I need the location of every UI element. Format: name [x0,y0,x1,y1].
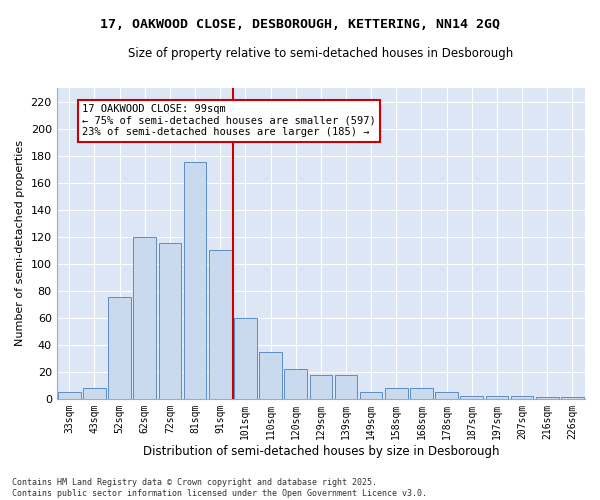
Bar [284,369,307,399]
Y-axis label: Number of semi-detached properties: Number of semi-detached properties [15,140,25,346]
X-axis label: Distribution of semi-detached houses by size in Desborough: Distribution of semi-detached houses by … [143,444,499,458]
Title: Size of property relative to semi-detached houses in Desborough: Size of property relative to semi-detach… [128,48,514,60]
Bar [360,392,382,399]
Bar [536,398,559,399]
Bar [561,398,584,399]
Bar [158,244,181,399]
Bar [511,396,533,399]
Bar [234,318,257,399]
Bar [410,388,433,399]
Bar [310,374,332,399]
Bar [385,388,407,399]
Bar [335,374,358,399]
Bar [184,162,206,399]
Text: 17, OAKWOOD CLOSE, DESBOROUGH, KETTERING, NN14 2GQ: 17, OAKWOOD CLOSE, DESBOROUGH, KETTERING… [100,18,500,30]
Text: 17 OAKWOOD CLOSE: 99sqm
← 75% of semi-detached houses are smaller (597)
23% of s: 17 OAKWOOD CLOSE: 99sqm ← 75% of semi-de… [82,104,376,138]
Bar [259,352,282,399]
Bar [108,298,131,399]
Bar [485,396,508,399]
Bar [133,236,156,399]
Text: Contains HM Land Registry data © Crown copyright and database right 2025.
Contai: Contains HM Land Registry data © Crown c… [12,478,427,498]
Bar [436,392,458,399]
Bar [209,250,232,399]
Bar [460,396,483,399]
Bar [58,392,80,399]
Bar [83,388,106,399]
